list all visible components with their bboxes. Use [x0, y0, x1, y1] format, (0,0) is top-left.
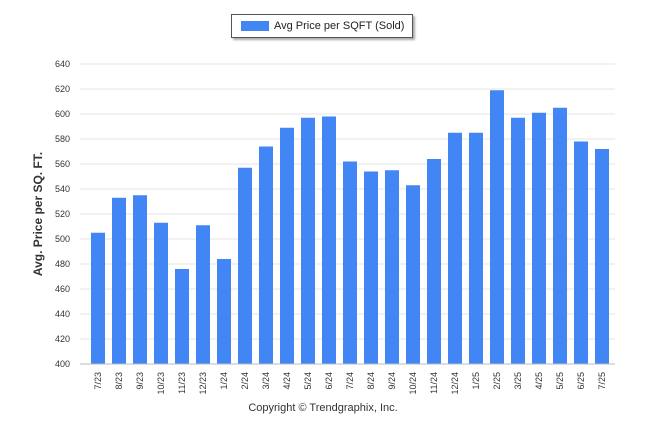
x-tick-label: 4/24: [282, 372, 292, 390]
bar: [448, 132, 462, 364]
bar: [133, 195, 147, 364]
bar: [238, 167, 252, 364]
y-tick-label: 580: [55, 134, 70, 144]
bar: [595, 149, 609, 364]
x-tick-label: 5/25: [555, 372, 565, 390]
bar: [259, 146, 273, 364]
y-tick-label: 420: [55, 334, 70, 344]
x-tick-label: 10/24: [408, 372, 418, 395]
x-tick-label: 5/24: [303, 372, 313, 390]
x-tick-label: 3/24: [261, 372, 271, 390]
legend: Avg Price per SQFT (Sold): [231, 14, 413, 38]
y-tick-label: 400: [55, 359, 70, 369]
bar: [217, 259, 231, 364]
x-tick-label: 11/24: [429, 372, 439, 394]
bar: [280, 127, 294, 364]
y-tick-label: 540: [55, 184, 70, 194]
y-axis-ticks: 400 420 440 460 480 500 520 540 560 580 600 620 640: [55, 59, 70, 369]
bar: [343, 161, 357, 364]
x-tick-label: 12/23: [198, 372, 208, 395]
bar: [553, 107, 567, 364]
y-tick-label: 600: [55, 109, 70, 119]
bar: [427, 159, 441, 364]
y-tick-label: 480: [55, 259, 70, 269]
x-tick-label: 7/25: [597, 372, 607, 390]
x-tick-label: 4/25: [534, 372, 544, 390]
bar: [301, 117, 315, 364]
legend-swatch: [241, 21, 269, 31]
bar: [322, 116, 336, 364]
y-tick-label: 500: [55, 234, 70, 244]
bar: [175, 269, 189, 364]
y-axis-title: Avg. Price per SQ. FT.: [31, 152, 45, 276]
bar: [385, 170, 399, 364]
bar: [196, 225, 210, 364]
x-tick-label: 9/23: [135, 372, 145, 390]
bar: [469, 132, 483, 364]
x-tick-label: 8/24: [366, 372, 376, 390]
bar: [574, 141, 588, 364]
y-tick-label: 620: [55, 84, 70, 94]
x-tick-label: 1/24: [219, 372, 229, 390]
bar: [91, 232, 105, 364]
bar: [112, 197, 126, 364]
y-tick-label: 520: [55, 209, 70, 219]
y-tick-label: 640: [55, 59, 70, 69]
copyright-footer: Copyright © Trendgraphix, Inc.: [248, 402, 398, 414]
x-tick-label: 11/23: [177, 372, 187, 394]
x-tick-label: 1/25: [471, 372, 481, 390]
x-tick-label: 6/24: [324, 372, 334, 390]
x-tick-label: 7/23: [93, 372, 103, 390]
bar: [532, 112, 546, 364]
x-tick-label: 12/24: [450, 372, 460, 395]
x-tick-label: 10/23: [156, 372, 166, 395]
bar: [364, 171, 378, 364]
x-axis-ticks: 7/23 8/23 9/23 10/23 11/23 12/23 1/24 2/24 3/24 4…: [93, 372, 607, 395]
x-tick-label: 2/24: [240, 372, 250, 390]
y-tick-label: 560: [55, 159, 70, 169]
legend-label: Avg Price per SQFT (Sold): [274, 20, 405, 32]
bar: [511, 117, 525, 364]
x-tick-label: 8/23: [114, 372, 124, 390]
bar: [406, 185, 420, 364]
x-tick-label: 3/25: [513, 372, 523, 390]
y-tick-label: 460: [55, 284, 70, 294]
x-tick-label: 6/25: [576, 372, 586, 390]
bar: [154, 222, 168, 364]
x-tick-label: 7/24: [345, 372, 355, 390]
bar: [490, 90, 504, 364]
y-tick-label: 440: [55, 309, 70, 319]
bars: [91, 90, 609, 364]
x-tick-label: 2/25: [492, 372, 502, 390]
x-tick-label: 9/24: [387, 372, 397, 390]
